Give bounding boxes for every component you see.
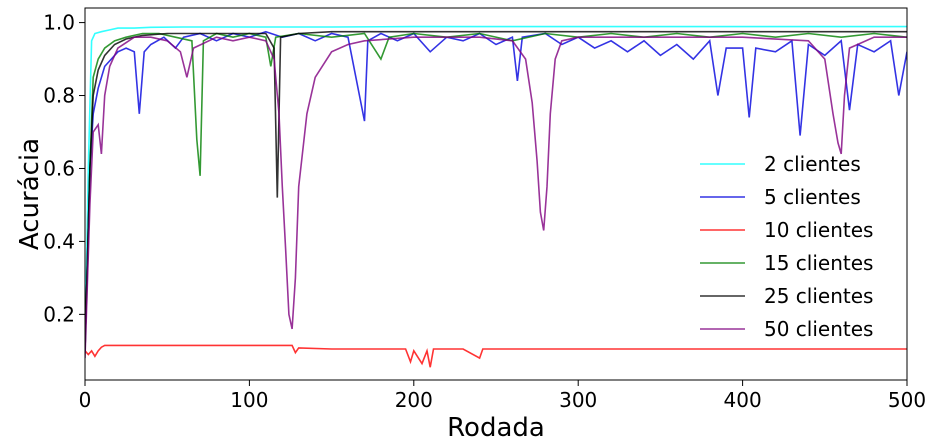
legend-label: 10 clientes xyxy=(764,218,873,242)
series-line-2 xyxy=(85,344,907,368)
y-axis-title: Acurácia xyxy=(15,138,45,250)
legend-label: 25 clientes xyxy=(764,284,873,308)
series-line-5 xyxy=(85,36,907,359)
legend-label: 5 clientes xyxy=(764,185,861,209)
legend-label: 2 clientes xyxy=(764,152,861,176)
x-tick-label: 0 xyxy=(79,388,92,412)
legend: 2 clientes 5 clientes 10 clientes 15 client… xyxy=(700,152,873,341)
series-layer xyxy=(85,25,907,368)
x-axis-title: Rodada xyxy=(447,413,545,438)
y-tick-label: 0.8 xyxy=(43,84,75,108)
x-axis: 0 100 200 300 400 500 xyxy=(79,380,926,412)
x-tick-label: 500 xyxy=(888,388,926,412)
x-tick-label: 400 xyxy=(724,388,762,412)
y-tick-label: 0.4 xyxy=(43,229,75,253)
x-tick-label: 200 xyxy=(395,388,433,412)
legend-label: 15 clientes xyxy=(764,251,873,275)
y-axis: 0.2 0.4 0.6 0.8 1.0 xyxy=(43,11,85,326)
series-line-0 xyxy=(85,25,907,351)
y-tick-label: 0.6 xyxy=(43,156,75,180)
series-line-4 xyxy=(85,30,907,351)
y-tick-label: 0.2 xyxy=(43,302,75,326)
y-tick-label: 1.0 xyxy=(43,11,75,35)
x-tick-label: 100 xyxy=(230,388,268,412)
legend-label: 50 clientes xyxy=(764,317,873,341)
plot-frame xyxy=(84,7,908,381)
x-tick-label: 300 xyxy=(559,388,597,412)
